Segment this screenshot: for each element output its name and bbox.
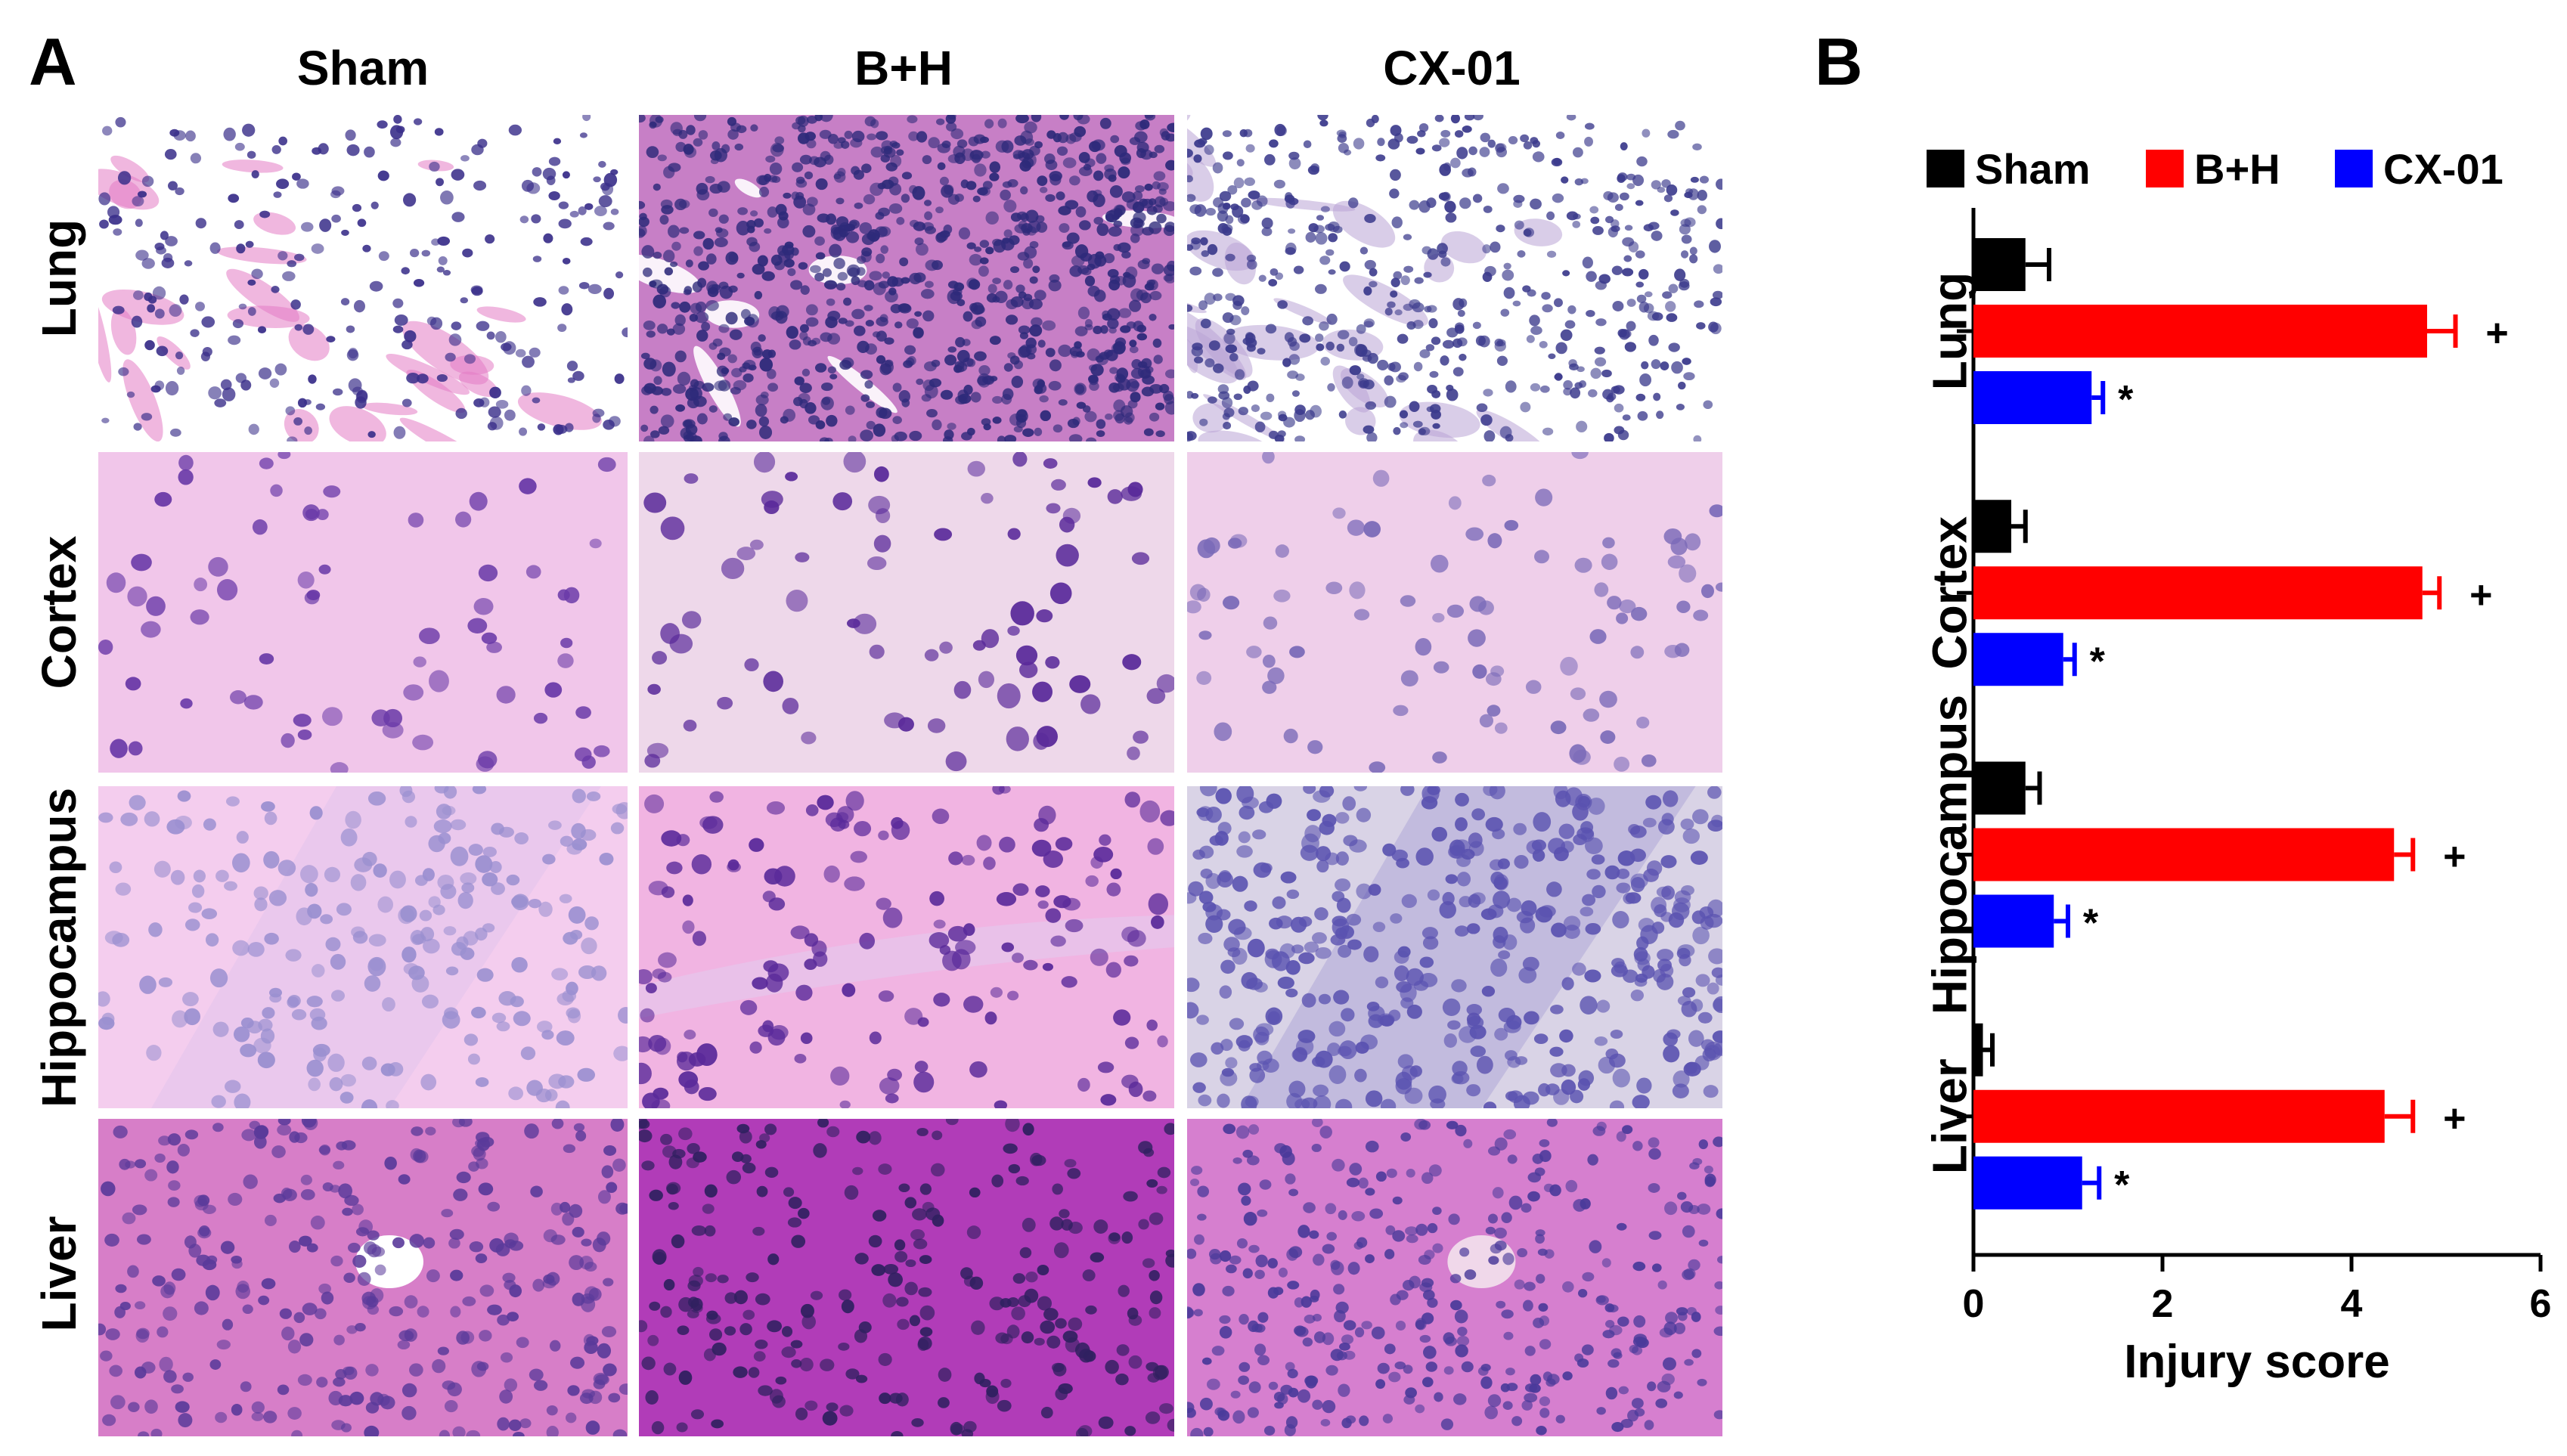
micrograph-liver-bh <box>639 1119 1174 1436</box>
micrograph-lung-sham <box>98 115 628 441</box>
x-tick-label-3: 6 <box>2530 1282 2552 1326</box>
significance-mark-1-1: + <box>2469 573 2492 617</box>
legend-label-2: CX-01 <box>2383 145 2503 193</box>
micrograph-lung-cx01 <box>1187 115 1722 441</box>
legend-swatch-0 <box>1927 150 1964 187</box>
micrograph-hippocampus-sham <box>98 786 628 1108</box>
bar-bh-0 <box>1973 305 2427 358</box>
legend-label-1: B+H <box>2194 145 2280 193</box>
column-header-sham: Sham <box>296 41 429 95</box>
panel-a-label: A <box>29 24 77 99</box>
bar-bh-3 <box>1973 1089 2385 1143</box>
y-category-label-2: Hippocampus <box>1922 695 1976 1015</box>
panel-b-label: B <box>1815 24 1863 99</box>
legend-swatch-1 <box>2146 150 2184 187</box>
bar-bh-1 <box>1973 566 2423 620</box>
y-category-label-3: Liver <box>1922 1058 1976 1174</box>
bar-cx01-3 <box>1973 1156 2082 1210</box>
bar-sham-2 <box>1973 761 2026 815</box>
significance-mark-2-3: * <box>2114 1163 2130 1207</box>
bar-sham-0 <box>1973 238 2026 291</box>
legend-swatch-2 <box>2335 150 2373 187</box>
column-header-cx01: CX-01 <box>1383 41 1521 95</box>
significance-mark-1-3: + <box>2443 1097 2466 1141</box>
significance-mark-2-0: * <box>2118 378 2134 422</box>
bar-cx01-0 <box>1973 371 2092 424</box>
x-tick-label-1: 2 <box>2152 1282 2174 1326</box>
micrograph-hippocampus-cx01 <box>1187 786 1722 1108</box>
bar-bh-2 <box>1973 828 2395 881</box>
column-header-bh: B+H <box>854 41 953 95</box>
x-axis-title: Injury score <box>2124 1336 2389 1388</box>
micrograph-liver-cx01 <box>1187 1119 1722 1436</box>
micrograph-hippocampus-bh <box>639 786 1174 1108</box>
micrograph-lung-bh <box>639 115 1174 441</box>
micrograph-liver-sham <box>98 1119 628 1436</box>
significance-mark-1-0: + <box>2485 311 2508 355</box>
micrograph-cortex-cx01 <box>1187 452 1722 773</box>
legend-label-0: Sham <box>1975 145 2091 193</box>
bar-sham-3 <box>1973 1023 1983 1077</box>
bar-cx01-2 <box>1973 894 2054 948</box>
y-category-label-0: Lung <box>1922 272 1976 390</box>
micrograph-cortex-sham <box>98 452 628 773</box>
bar-cx01-1 <box>1973 633 2063 686</box>
significance-mark-2-1: * <box>2090 640 2106 683</box>
micrograph-cortex-bh <box>639 452 1174 773</box>
y-category-label-1: Cortex <box>1922 516 1976 669</box>
significance-mark-1-2: + <box>2443 835 2466 879</box>
x-tick-label-0: 0 <box>1963 1282 1985 1326</box>
bar-sham-1 <box>1973 500 2011 553</box>
x-tick-label-2: 4 <box>2341 1282 2363 1326</box>
significance-mark-2-2: * <box>2083 902 2099 946</box>
